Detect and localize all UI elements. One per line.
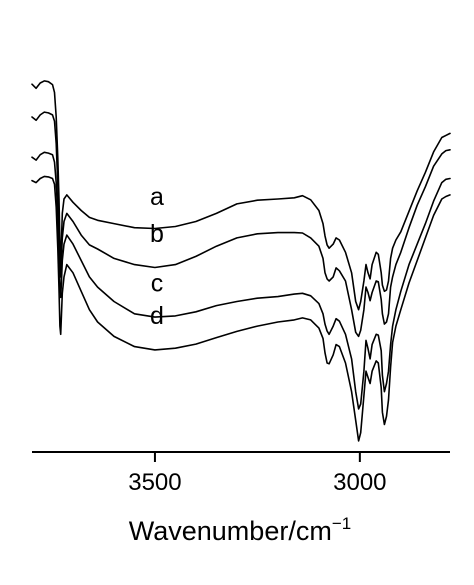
series-b-label: b	[150, 220, 164, 248]
x-tick-label-3500: 3500	[128, 469, 181, 496]
series-a-curve	[31, 80, 451, 311]
x-axis-title-superscript: −1	[332, 514, 351, 533]
series-c-label: c	[151, 269, 164, 297]
series-c-curve	[31, 151, 451, 410]
x-tick-label-3000: 3000	[333, 469, 386, 496]
plot-area	[31, 80, 451, 442]
x-axis-title-text: Wavenumber/cm	[129, 516, 332, 546]
x-axis-title: Wavenumber/cm−1	[129, 514, 351, 546]
series-d-label: d	[150, 302, 164, 330]
series-a-label: a	[150, 183, 164, 211]
x-ticks: 3500 3000	[128, 452, 387, 496]
series-d-curve	[31, 175, 451, 442]
series-b-curve	[31, 111, 451, 338]
